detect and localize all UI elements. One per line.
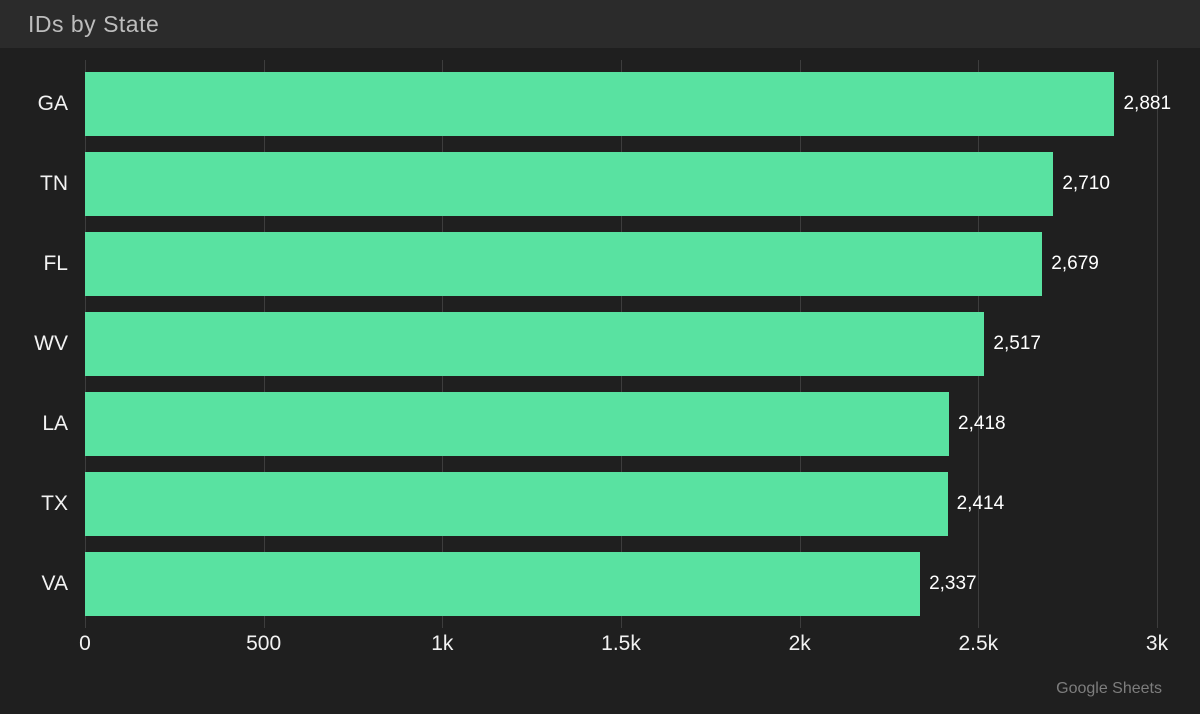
axis-tick-label-2.5k: 2.5k — [958, 632, 999, 655]
category-label-la: LA — [42, 412, 68, 435]
tick-mark-1.5k — [621, 622, 622, 628]
tick-mark-500 — [263, 622, 265, 628]
value-label-tn: 2,710 — [1062, 173, 1110, 194]
tick-mark-0 — [85, 622, 86, 628]
bar-wv[interactable] — [85, 312, 985, 376]
category-label-tx: TX — [41, 492, 68, 515]
value-label-ga: 2,881 — [1123, 93, 1172, 114]
axis-tick-label-1k: 1k — [431, 632, 454, 655]
axis-tick-label-3k: 3k — [1145, 632, 1169, 655]
axis-tick-label-1.5k: 1.5k — [601, 632, 641, 655]
category-label-ga: GA — [37, 92, 68, 115]
attribution-link[interactable]: Google Sheets — [1056, 680, 1162, 697]
category-label-wv: WV — [34, 332, 68, 355]
gridline-3k — [1157, 60, 1158, 622]
bar-tn[interactable] — [85, 152, 1054, 216]
category-label-tn: TN — [40, 172, 68, 195]
value-label-va: 2,337 — [929, 573, 977, 594]
bar-va[interactable] — [85, 552, 921, 616]
value-label-wv: 2,517 — [993, 333, 1041, 354]
tick-mark-1k — [442, 622, 444, 628]
bar-fl[interactable] — [85, 232, 1043, 296]
category-label-va: VA — [41, 572, 68, 595]
axis-tick-label-0: 0 — [79, 632, 91, 655]
value-label-fl: 2,679 — [1051, 253, 1099, 274]
axis-tick-label-2k: 2k — [788, 632, 811, 655]
value-label-tx: 2,414 — [956, 493, 1005, 514]
plot-area: 2,881 2,710 2,679 2,517 2,418 2,414 2,337 — [85, 60, 1171, 622]
tick-mark-3k — [1157, 622, 1158, 628]
tick-mark-2k — [799, 622, 801, 628]
chart-title: IDs by State — [28, 10, 160, 37]
bar-la[interactable] — [85, 392, 950, 456]
tick-mark-2.5k — [978, 622, 980, 628]
axis-tick-label-500: 500 — [246, 632, 282, 655]
category-label-fl: FL — [43, 252, 68, 275]
chart-title-bar: IDs by State — [0, 0, 1200, 48]
bar-tx[interactable] — [85, 472, 948, 536]
value-label-la: 2,418 — [958, 413, 1006, 434]
bar-ga[interactable] — [85, 72, 1115, 136]
